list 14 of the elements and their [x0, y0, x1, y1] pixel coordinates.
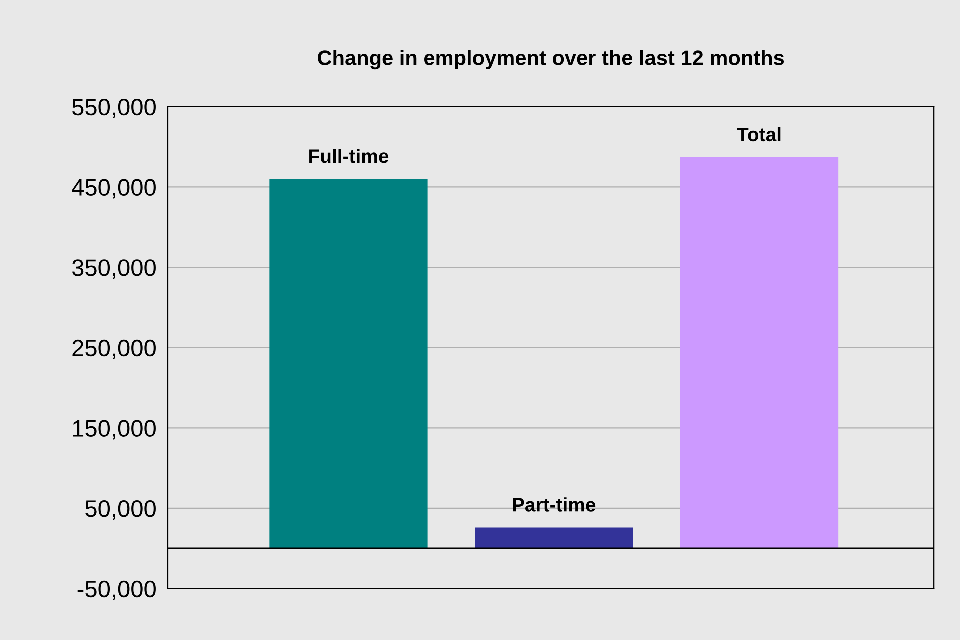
- bar: [680, 157, 839, 549]
- y-tick-label: 50,000: [86, 500, 156, 520]
- y-tick-label: 450,000: [72, 179, 156, 199]
- y-tick-label: 150,000: [73, 420, 156, 440]
- y-tick-label: 550,000: [72, 98, 156, 118]
- chart-title: Change in employment over the last 12 months: [318, 50, 784, 70]
- y-tick-label: 350,000: [72, 260, 156, 280]
- bar: [475, 528, 634, 549]
- x-tick-label: Total: [737, 127, 781, 142]
- x-tick-label: Full-time: [310, 148, 389, 164]
- y-tick-label: -50,000: [78, 580, 156, 600]
- bar: [270, 179, 428, 549]
- y-tick-label: 250,000: [72, 340, 156, 360]
- x-tick-label: Part-time: [513, 498, 596, 512]
